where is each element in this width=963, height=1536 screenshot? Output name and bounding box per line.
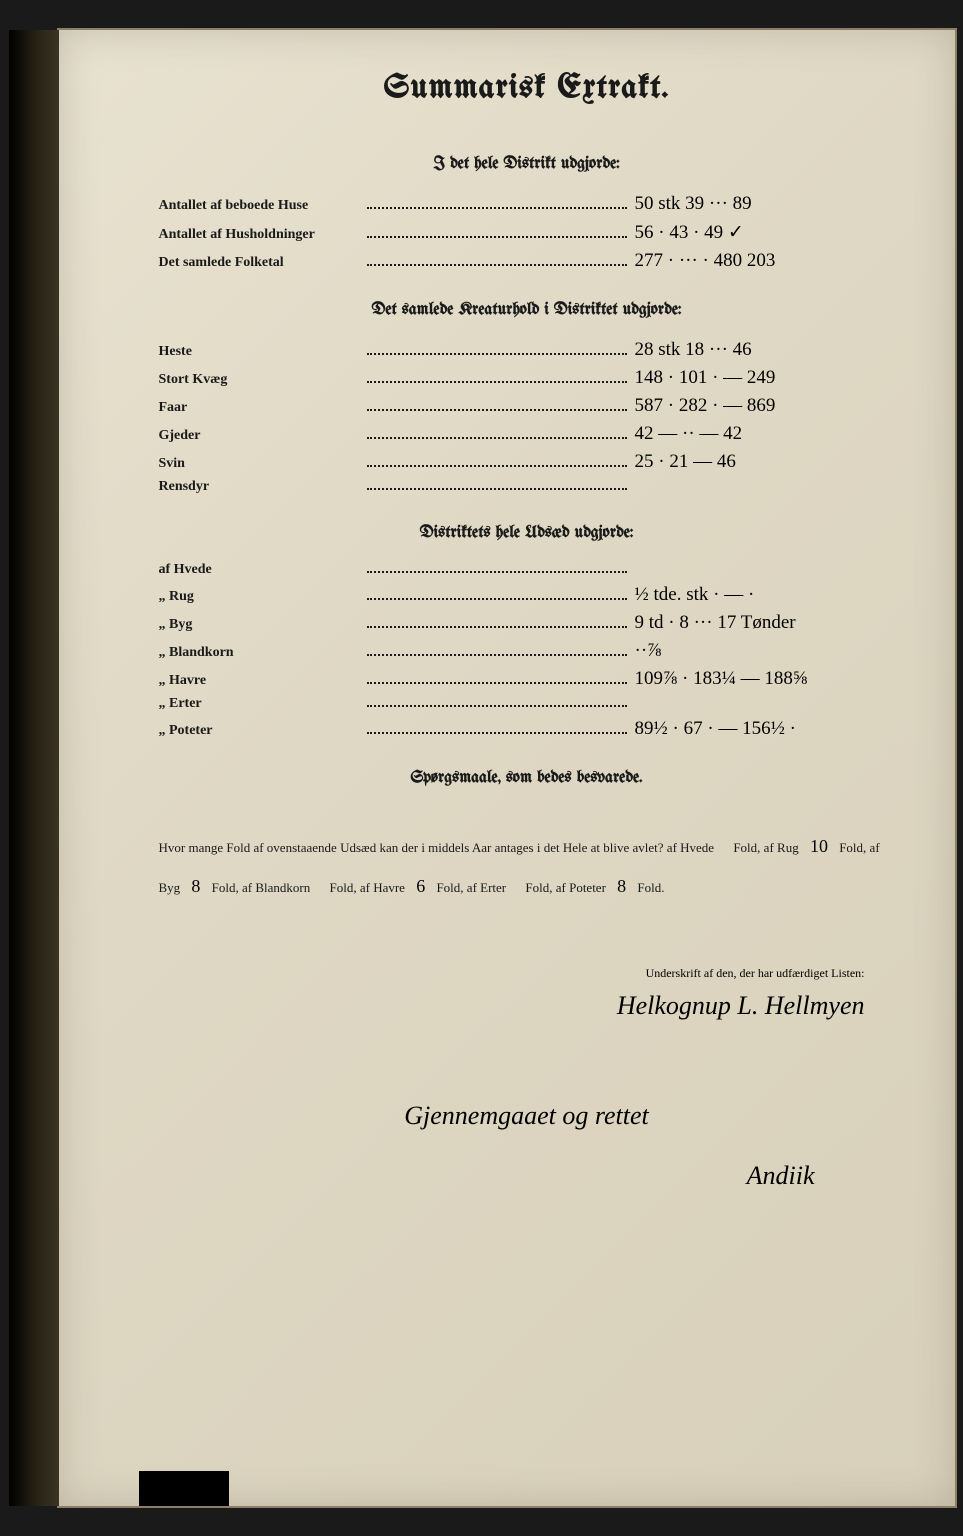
section1-heading: I det hele Distrikt udgjorde: (159, 156, 895, 173)
question-intro: Hvor mange Fold af ovenstaaende Udsæd ka… (159, 840, 664, 855)
signature-label: Underskrift af den, der har udfærdiget L… (159, 966, 865, 981)
leader-dots (367, 705, 627, 707)
row-values: 148 · 101 · — 249 (635, 367, 895, 389)
row-values: ··⅞ (635, 640, 895, 662)
row-values: 277 · ··· · 480 203 (635, 250, 895, 272)
table-row: „ Blandkorn ··⅞ (159, 640, 895, 662)
q-item: af Poteter 8 Fold. (556, 880, 665, 895)
leader-dots (367, 381, 627, 383)
table-row: Det samlede Folketal 277 · ··· · 480 203 (159, 250, 895, 272)
table-row: Antallet af Husholdninger 56 · 43 · 49 ✓ (159, 221, 895, 244)
signature: Helkognup L. Hellmyen (159, 991, 865, 1021)
table-row: Gjeder 42 — ·· — 42 (159, 423, 895, 445)
table-row: af Hvede (159, 562, 895, 578)
row-label: „ Rug (159, 589, 359, 605)
row-label: „ Erter (159, 696, 359, 712)
leader-dots (367, 571, 627, 573)
leader-dots (367, 654, 627, 656)
table-row: Rensdyr (159, 479, 895, 495)
row-values: 109⅞ · 183¼ — 188⅝ (635, 668, 895, 690)
table-row: Svin 25 · 21 — 46 (159, 451, 895, 473)
leader-dots (367, 409, 627, 411)
row-label: Stort Kvæg (159, 372, 359, 388)
leader-dots (367, 465, 627, 467)
row-values: 42 — ·· — 42 (635, 423, 895, 445)
row-label: Svin (159, 456, 359, 472)
table-row: Antallet af beboede Huse 50 stk 39 ··· 8… (159, 193, 895, 215)
q-item: af Rug 10 Fold, (764, 840, 870, 855)
row-values: ½ tde. stk · — · (635, 584, 895, 606)
row-values: 50 stk 39 ··· 89 (635, 193, 895, 215)
row-values: 28 stk 18 ··· 46 (635, 339, 895, 361)
row-values: 25 · 21 — 46 (635, 451, 895, 473)
table-row: „ Poteter 89½ · 67 · — 156½ · (159, 718, 895, 740)
leader-dots (367, 353, 627, 355)
leader-dots (367, 732, 627, 734)
thumb-notch (139, 1471, 229, 1506)
leader-dots (367, 488, 627, 490)
page-title: Summarisk Extrakt. (159, 70, 895, 106)
verification-note: Gjennemgaaet og rettet (159, 1101, 895, 1131)
leader-dots (367, 437, 627, 439)
row-label: Gjeder (159, 428, 359, 444)
book-binding (9, 30, 59, 1506)
row-values: 9 td · 8 ··· 17 Tønder (635, 612, 895, 634)
row-label: af Hvede (159, 562, 359, 578)
questions-paragraph: Hvor mange Fold af ovenstaaende Udsæd ka… (159, 827, 895, 906)
q-item: af Hvede Fold, (667, 840, 764, 855)
q-item: af Erter Fold, (467, 880, 556, 895)
leader-dots (367, 626, 627, 628)
table-row: Stort Kvæg 148 · 101 · — 249 (159, 367, 895, 389)
section3-heading: Distriktets hele Udsæd udgjorde: (159, 525, 895, 542)
leader-dots (367, 264, 627, 266)
q-item: af Blandkorn Fold, (242, 880, 360, 895)
table-row: „ Rug ½ tde. stk · — · (159, 584, 895, 606)
q-item: af Havre 6 Fold, (360, 880, 467, 895)
row-label: Rensdyr (159, 479, 359, 495)
row-label: Antallet af Husholdninger (159, 227, 359, 243)
row-values: 56 · 43 · 49 ✓ (635, 221, 895, 244)
table-row: „ Byg 9 td · 8 ··· 17 Tønder (159, 612, 895, 634)
row-label: „ Havre (159, 673, 359, 689)
row-label: Det samlede Folketal (159, 255, 359, 271)
questions-heading: Spørgsmaale, som bedes besvarede. (159, 770, 895, 787)
table-row: Faar 587 · 282 · — 869 (159, 395, 895, 417)
leader-dots (367, 236, 627, 238)
verification-signature: Andiik (159, 1161, 815, 1191)
row-values: 89½ · 67 · — 156½ · (635, 718, 895, 740)
row-label: Heste (159, 344, 359, 360)
leader-dots (367, 207, 627, 209)
section2-heading: Det samlede Kreaturhold i Distriktet udg… (159, 302, 895, 319)
table-row: „ Havre 109⅞ · 183¼ — 188⅝ (159, 668, 895, 690)
row-label: „ Poteter (159, 723, 359, 739)
row-label: Antallet af beboede Huse (159, 198, 359, 214)
row-label: „ Byg (159, 617, 359, 633)
row-values: 587 · 282 · — 869 (635, 395, 895, 417)
row-label: „ Blandkorn (159, 645, 359, 661)
table-row: Heste 28 stk 18 ··· 46 (159, 339, 895, 361)
leader-dots (367, 598, 627, 600)
row-label: Faar (159, 400, 359, 416)
document-page: Summarisk Extrakt. I det hele Distrikt u… (57, 28, 957, 1508)
leader-dots (367, 682, 627, 684)
table-row: „ Erter (159, 696, 895, 712)
